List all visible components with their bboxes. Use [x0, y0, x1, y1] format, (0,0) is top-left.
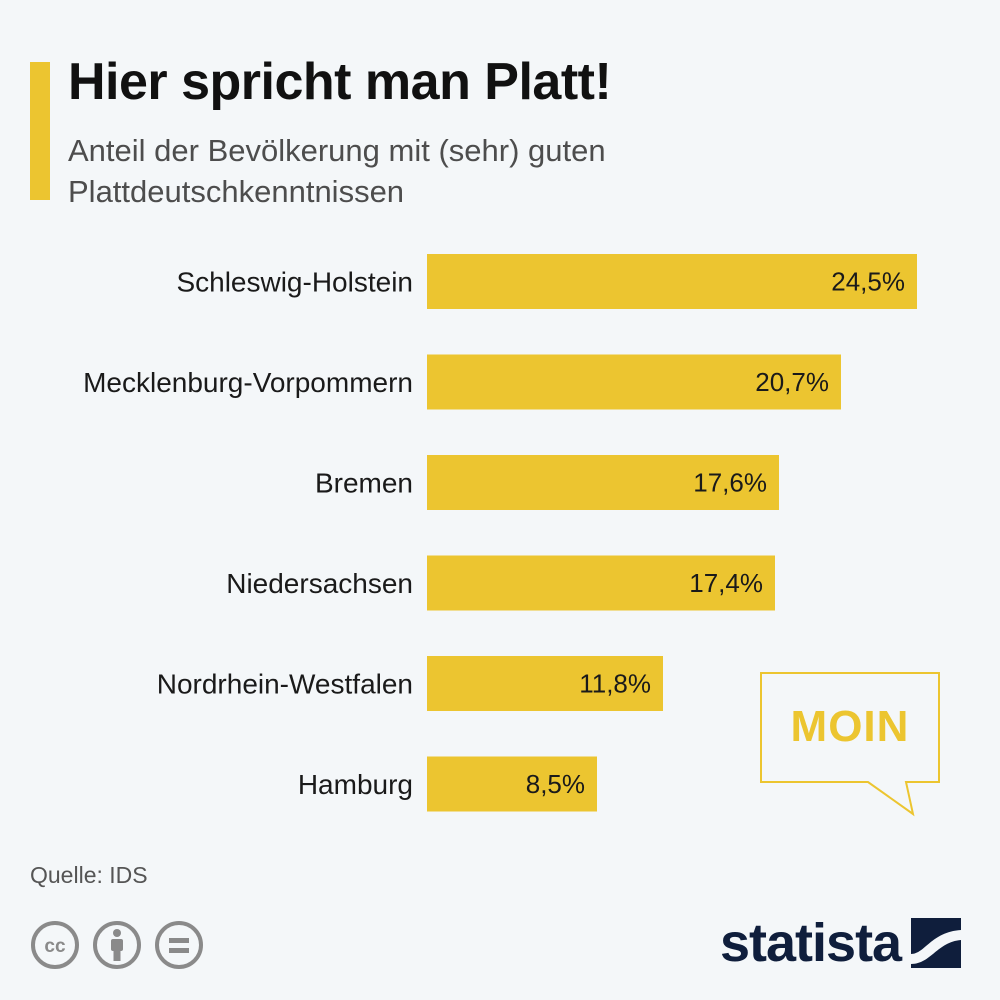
category-label: Mecklenburg-Vorpommern — [83, 367, 413, 398]
bar[interactable] — [427, 254, 917, 309]
bar[interactable] — [427, 354, 841, 410]
statista-logo-icon — [911, 918, 962, 968]
category-label: Hamburg — [298, 769, 413, 800]
category-label: Schleswig-Holstein — [176, 267, 413, 298]
value-label: 8,5% — [526, 769, 585, 799]
svg-text:cc: cc — [44, 936, 66, 957]
brand-name: statista — [720, 913, 902, 973]
license-icons: cc — [30, 920, 204, 970]
bar[interactable] — [427, 756, 597, 812]
bar[interactable] — [427, 656, 663, 711]
category-label: Bremen — [315, 468, 413, 499]
category-label: Niedersachsen — [226, 568, 413, 599]
bubble-text: MOIN — [790, 702, 910, 751]
bar[interactable] — [427, 555, 775, 611]
value-label: 17,4% — [689, 568, 763, 598]
value-label: 11,8% — [579, 669, 651, 699]
value-label: 24,5% — [831, 267, 905, 297]
bar[interactable] — [427, 455, 779, 510]
page-title: Hier spricht man Platt! — [68, 53, 612, 111]
value-label: 17,6% — [693, 468, 767, 498]
page-subtitle: Anteil der Bevölkerung mit (sehr) guten … — [68, 133, 606, 209]
speech-bubble-icon — [760, 672, 940, 817]
category-label: Nordrhein-Westfalen — [157, 669, 413, 700]
by-icon[interactable] — [92, 920, 142, 970]
cc-icon[interactable]: cc — [30, 920, 80, 970]
source-note: Quelle: IDS — [30, 862, 148, 888]
statista-brand[interactable]: statista — [720, 912, 962, 974]
title-accent-bar — [30, 62, 50, 200]
value-label: 20,7% — [755, 367, 829, 397]
nd-icon[interactable] — [154, 920, 204, 970]
